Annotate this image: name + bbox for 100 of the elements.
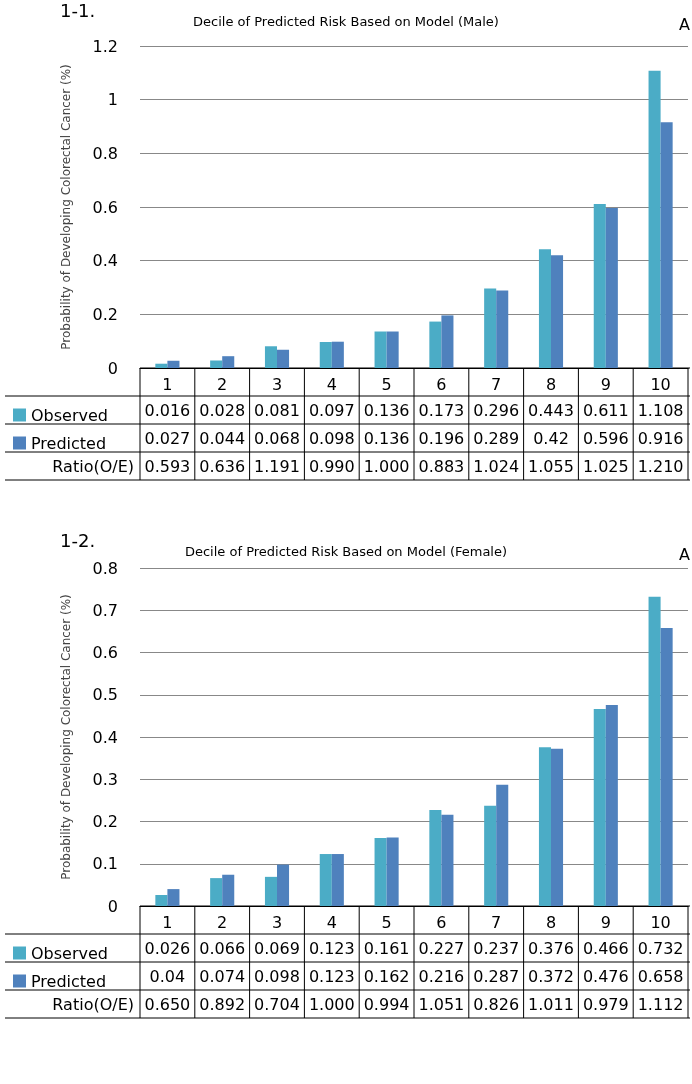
y-axis-title: Probability of Developing Colorectal Cancer (%) [59,594,73,880]
text: 1.011 [528,994,574,1014]
text: 0.704 [254,994,300,1014]
text: 1-1. [60,0,96,21]
text: Ratio(O/E) [52,456,134,476]
x-tick-label: 2 [217,912,228,932]
bar [660,628,673,906]
data-label: 0.227 [418,938,465,958]
y-tick-label: 0.4 [92,251,118,271]
text: 0.990 [308,456,355,476]
bar [496,784,509,906]
data-label: 0.136 [363,400,410,420]
y-tick-label: 0.6 [92,197,118,217]
data-label: 0.097 [308,400,355,420]
chart-title: Decile of Predicted Risk Based on Model (Male) [193,14,499,29]
data-label: 0.074 [199,966,246,986]
bar [264,876,277,906]
y-tick-label: 0 [107,358,118,378]
x-tick-label: 5 [381,912,392,932]
data-label: 0.287 [473,966,520,986]
legend-label: Observed [31,405,108,425]
x-tick-label: 4 [326,912,337,932]
bar [210,878,223,906]
data-label: 0.016 [144,400,191,420]
data-label: 0.237 [473,938,520,958]
text: 1.051 [418,994,465,1014]
data-label: 0.611 [582,400,629,420]
data-label: 0.916 [637,428,684,448]
data-label: 0.026 [144,938,191,958]
x-tick-label: 8 [545,374,557,394]
bar [155,363,168,368]
data-label: 0.173 [418,400,465,420]
text: 1.112 [637,994,684,1014]
text: 1.055 [528,456,574,476]
bar [374,331,387,368]
x-tick-label: 9 [600,912,611,932]
y-tick-label: 0.6 [92,643,118,662]
text: A [679,544,691,564]
bar [167,360,180,368]
data-label: 0.136 [363,428,410,448]
chart-title: Decile of Predicted Risk Based on Model (Female) [184,544,508,559]
data-label: 0.04 [149,966,186,986]
bar [605,704,618,906]
bar [264,346,277,368]
bar [605,208,618,368]
bar [484,288,497,368]
data-label: 0.066 [199,938,246,958]
x-tick-label: 8 [545,912,557,932]
data-label: 0.081 [254,400,300,420]
y-tick-label: 0.8 [92,143,118,163]
y-tick-label: 0.5 [92,685,118,705]
data-label: 0.161 [363,938,410,958]
bar [593,709,606,906]
bar [538,747,551,906]
data-label: 0.027 [144,428,191,448]
data-label: 0.42 [533,428,569,448]
text: 1.210 [637,456,684,476]
text: 1.025 [582,456,629,476]
bar [648,596,661,906]
legend-label: Predicted [31,971,107,991]
text: 0.883 [418,456,465,476]
bar [331,854,344,906]
x-tick-label: 1 [162,374,173,394]
bar [429,810,442,906]
legend-label: Observed [31,943,108,963]
data-label: 0.596 [582,428,629,448]
data-label: 0.466 [582,938,629,958]
data-label: 0.123 [308,966,355,986]
bar [386,837,399,906]
x-tick-label: 2 [217,374,228,394]
x-tick-label: 7 [491,374,502,394]
bar [441,814,454,906]
bar [167,889,180,906]
text: 1.000 [363,456,410,476]
x-tick-label: 9 [600,374,611,394]
text: 1.000 [308,994,355,1014]
data-label: 0.028 [199,400,246,420]
bar [551,255,564,368]
data-label: 0.069 [254,938,300,958]
x-tick-label: 6 [436,912,447,932]
data-label: 0.376 [528,938,574,958]
text: 0.593 [144,456,191,476]
data-label: 0.443 [528,400,574,420]
bar [648,70,661,368]
x-tick-label: 10 [650,912,671,932]
data-label: 0.296 [473,400,520,420]
bar [551,748,564,906]
data-label: 0.658 [637,966,684,986]
bar [155,895,168,906]
text: Ratio(O/E) [52,994,134,1014]
x-tick-label: 3 [271,374,283,394]
data-label: 0.196 [418,428,465,448]
text: 0.979 [582,994,629,1014]
bar [277,349,290,368]
text: 0.650 [144,994,191,1014]
bar [222,874,235,906]
bar [484,805,497,906]
data-label: 0.123 [308,938,355,958]
x-tick-label: 10 [650,374,671,394]
bar [441,315,454,368]
